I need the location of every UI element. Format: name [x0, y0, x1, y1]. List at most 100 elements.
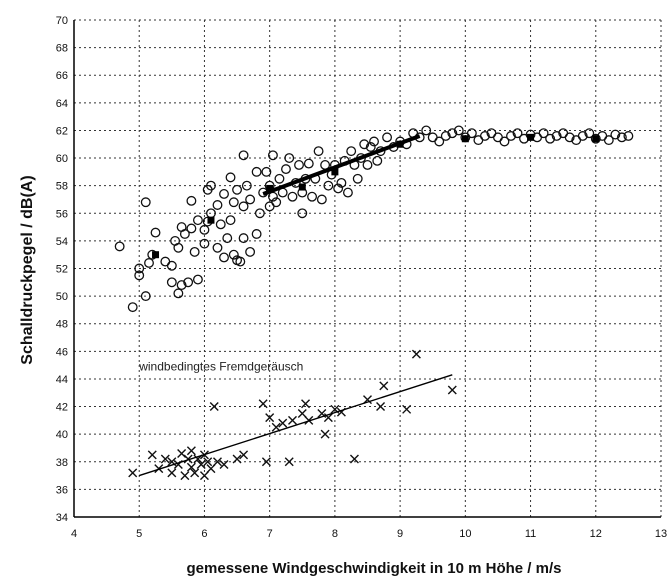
circle-point	[281, 164, 291, 175]
circle-point	[297, 208, 308, 219]
circle-point	[238, 201, 249, 212]
x-tick-label: 7	[267, 528, 273, 540]
y-tick-label: 64	[56, 98, 68, 110]
square-point	[331, 168, 339, 176]
cross-point	[160, 454, 170, 464]
x-tick-label: 5	[136, 528, 142, 540]
cross-point	[265, 413, 275, 423]
circle-point	[212, 242, 223, 253]
circle-point	[307, 191, 318, 202]
y-tick-label: 70	[56, 15, 68, 27]
circle-point	[284, 153, 295, 164]
circle-point	[287, 191, 298, 202]
circle-point	[144, 258, 154, 268]
cross-point	[379, 381, 389, 391]
circle-point	[134, 263, 145, 274]
cross-point	[402, 404, 412, 414]
cross-point	[232, 454, 242, 464]
cross-point	[301, 399, 311, 409]
y-tick-label: 44	[56, 374, 68, 386]
circle-point	[440, 131, 451, 141]
circle-point	[294, 160, 304, 170]
circle-point	[199, 224, 210, 235]
cross-point	[219, 460, 229, 470]
circle-point	[166, 277, 177, 288]
cross-point	[278, 418, 288, 428]
circle-point	[271, 197, 282, 208]
trend-line-lower	[139, 374, 453, 477]
circle-point	[183, 277, 194, 288]
circle-point	[447, 128, 458, 139]
circle-point	[241, 180, 252, 191]
circle-point	[313, 146, 324, 157]
circle-point	[232, 184, 243, 195]
square-point	[527, 133, 535, 141]
y-tick-label: 46	[56, 346, 68, 358]
x-tick-label: 10	[459, 528, 471, 540]
y-tick-label: 42	[56, 402, 68, 414]
cross-point	[167, 468, 177, 478]
y-tick-label: 40	[56, 429, 68, 441]
circle-point	[173, 242, 184, 253]
cross-point	[186, 446, 196, 456]
circle-point	[238, 150, 249, 161]
circle-point	[323, 180, 334, 191]
circle-point	[225, 215, 236, 226]
circle-point	[245, 246, 256, 257]
y-tick-label: 50	[56, 291, 68, 303]
y-tick-label: 68	[56, 43, 68, 55]
x-tick-label: 4	[71, 528, 77, 540]
circle-point	[114, 241, 125, 252]
tick-labels: 4 5 6 7 8 9 10 11 12 1334363840424446485052545658…	[56, 15, 667, 540]
x-tick-label: 6	[201, 528, 207, 540]
y-tick-label: 58	[56, 181, 68, 193]
x-tick-label: 9	[397, 528, 403, 540]
circle-point	[254, 208, 265, 219]
cross-point	[261, 457, 271, 467]
y-tick-label: 38	[56, 457, 68, 469]
circle-point	[134, 270, 145, 281]
data-marks	[114, 125, 634, 481]
circle-point	[222, 233, 233, 244]
circle-point	[274, 173, 285, 184]
square-point	[207, 216, 215, 224]
y-tick-label: 62	[56, 125, 68, 137]
circle-point	[219, 252, 229, 263]
circle-point	[225, 172, 236, 183]
x-tick-label: 13	[655, 528, 667, 540]
cross-point	[349, 454, 359, 464]
circle-point	[186, 195, 197, 206]
circle-point	[372, 155, 383, 166]
circle-point	[238, 233, 249, 244]
y-axis-title: Schalldruckpegel / dB(A)	[19, 175, 36, 364]
annotation-label: windbedingtes Fremdgeräusch	[138, 360, 303, 374]
axes	[73, 20, 661, 518]
y-tick-label: 54	[56, 236, 68, 248]
circle-point	[342, 187, 353, 198]
circle-point	[176, 280, 187, 291]
y-tick-label: 66	[56, 70, 68, 82]
cross-point	[376, 402, 386, 412]
x-tick-label: 11	[525, 528, 536, 540]
circle-point	[127, 302, 138, 313]
circle-point	[590, 133, 601, 144]
circle-point	[346, 146, 357, 157]
circle-point	[192, 274, 203, 285]
circle-point	[206, 180, 216, 191]
circle-point	[421, 125, 432, 136]
cross-point	[190, 468, 200, 478]
square-point	[592, 135, 600, 143]
circle-point	[434, 136, 445, 147]
circle-point	[228, 197, 239, 208]
circle-point	[228, 249, 239, 260]
circle-point	[140, 197, 151, 208]
y-tick-label: 34	[56, 512, 68, 524]
circle-point	[545, 133, 556, 144]
cross-point	[320, 429, 330, 439]
circle-point	[251, 166, 262, 177]
circle-point	[359, 139, 370, 150]
y-tick-label: 52	[56, 264, 68, 276]
cross-point	[287, 415, 297, 425]
